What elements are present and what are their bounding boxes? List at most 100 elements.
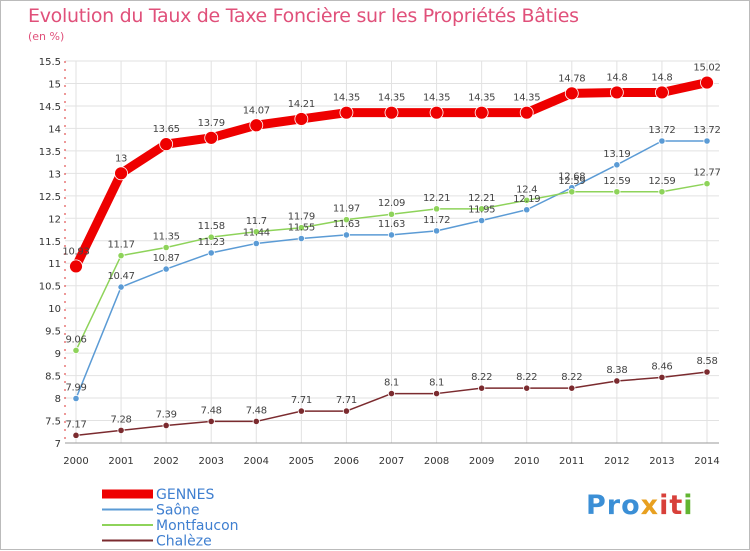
- data-point: [297, 224, 305, 232]
- data-point: [568, 384, 576, 392]
- data-point: [658, 373, 666, 381]
- data-label: 8.1: [429, 378, 444, 389]
- data-point: [478, 216, 486, 225]
- x-tick-label: 2010: [514, 456, 539, 467]
- y-tick-label: 8: [55, 394, 61, 405]
- data-label: 7.39: [156, 409, 177, 420]
- data-label: 14.35: [378, 93, 405, 104]
- x-tick-label: 2011: [559, 456, 584, 467]
- data-point: [339, 105, 354, 120]
- x-tick-label: 2006: [334, 456, 359, 467]
- data-point: [252, 417, 260, 426]
- data-point: [114, 166, 128, 181]
- data-label: 11.7: [246, 216, 267, 227]
- data-label: 7.99: [65, 383, 86, 394]
- data-label: 12.21: [423, 193, 450, 204]
- data-label: 9.06: [65, 334, 86, 345]
- y-tick-label: 12.5: [39, 192, 61, 203]
- data-point: [609, 85, 624, 100]
- data-point: [519, 105, 534, 120]
- data-label: 7.48: [246, 405, 267, 416]
- data-label: 8.58: [696, 356, 717, 367]
- data-label: 14.8: [606, 72, 627, 83]
- data-point: [207, 417, 215, 426]
- data-point: [523, 196, 531, 204]
- y-tick-label: 9.5: [45, 327, 61, 338]
- chart-title: Evolution du Taux de Taxe Foncière sur l…: [28, 5, 579, 27]
- data-label: 14.78: [558, 73, 585, 84]
- data-label: 14.35: [333, 93, 360, 104]
- y-tick-label: 9: [55, 349, 61, 360]
- data-label: 11.95: [468, 205, 495, 216]
- data-label: 12.77: [693, 168, 720, 179]
- x-tick-label: 2008: [424, 456, 449, 467]
- data-label: 8.22: [561, 372, 582, 383]
- data-point: [429, 105, 444, 120]
- y-tick-label: 12: [48, 214, 61, 225]
- data-label: 14.35: [513, 93, 540, 104]
- data-point: [387, 231, 396, 239]
- data-point: [384, 105, 399, 120]
- data-point: [294, 112, 309, 126]
- data-point: [252, 239, 260, 248]
- data-label: 8.22: [516, 372, 537, 383]
- data-point: [432, 389, 441, 398]
- data-label: 12.09: [378, 198, 405, 209]
- data-point: [523, 384, 531, 392]
- data-point: [117, 251, 125, 260]
- data-point: [474, 105, 489, 120]
- data-label: 12.59: [648, 176, 675, 187]
- y-tick-label: 11.5: [39, 237, 61, 248]
- data-point: [478, 205, 486, 213]
- data-point: [432, 227, 441, 235]
- data-label: 11.79: [288, 212, 315, 223]
- data-label: 12.59: [558, 176, 585, 187]
- data-point: [432, 205, 441, 213]
- data-label: 14.35: [423, 93, 450, 104]
- x-tick-label: 2005: [289, 456, 314, 467]
- data-label: 11.35: [153, 232, 180, 243]
- data-label: 11.17: [108, 240, 135, 251]
- x-tick-label: 2002: [153, 456, 178, 467]
- y-tick-label: 10.5: [39, 282, 61, 293]
- x-tick-label: 2007: [379, 456, 404, 467]
- data-label: 11.97: [333, 204, 360, 215]
- data-label: 10.47: [108, 271, 135, 282]
- y-tick-label: 13.5: [39, 147, 61, 158]
- logo-part: x: [640, 490, 660, 521]
- x-tick-label: 2009: [469, 456, 494, 467]
- data-label: 13.65: [153, 124, 180, 135]
- data-point: [72, 431, 80, 439]
- data-point: [342, 216, 351, 224]
- data-label: 15.02: [693, 63, 720, 74]
- data-label: 13.19: [603, 149, 630, 160]
- data-label: 8.46: [651, 361, 672, 372]
- legend-label: Montfaucon: [156, 518, 239, 534]
- logo-part: i: [683, 490, 694, 521]
- logo-part: it: [659, 490, 684, 521]
- data-label: 11.58: [198, 221, 225, 232]
- data-label: 7.71: [336, 395, 357, 406]
- data-point: [162, 421, 170, 430]
- data-point: [700, 75, 714, 90]
- data-point: [613, 161, 621, 169]
- data-point: [207, 233, 215, 241]
- data-point: [297, 407, 305, 415]
- proxiti-logo: Proxiti: [586, 490, 694, 521]
- y-tick-label: 14.5: [39, 102, 61, 113]
- data-point: [568, 188, 576, 196]
- data-point: [658, 137, 666, 145]
- data-label: 12.21: [468, 193, 495, 204]
- data-point: [613, 377, 621, 385]
- y-tick-label: 10: [48, 304, 61, 315]
- data-label: 8.1: [384, 378, 399, 389]
- data-label: 7.28: [111, 414, 132, 425]
- data-label: 11.63: [378, 219, 405, 230]
- data-point: [523, 206, 531, 214]
- data-label: 14.21: [288, 99, 315, 110]
- data-point: [249, 118, 264, 133]
- data-label: 12.4: [516, 184, 537, 195]
- x-tick-label: 2003: [198, 456, 223, 467]
